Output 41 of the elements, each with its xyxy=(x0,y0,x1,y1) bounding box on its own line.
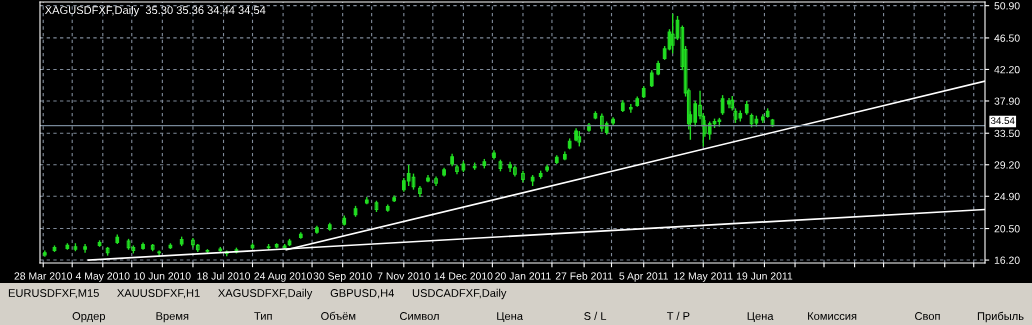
text: Символ xyxy=(400,312,439,320)
text: USDCADFXF,Daily xyxy=(412,288,507,300)
y-tick-label: 37.90 xyxy=(994,97,1020,105)
text: T / P xyxy=(666,311,690,320)
text: Прибыль xyxy=(977,311,1024,323)
ref-line-label: 34.54 xyxy=(990,117,1015,125)
x-tick-label: 10 Jun 2010 xyxy=(134,272,191,280)
x-tick-label: 20 Jan 2011 xyxy=(495,272,551,280)
text: Комиссия xyxy=(808,312,857,320)
text: Ордер xyxy=(72,312,106,323)
x-tick-label: 28 Mar 2010 xyxy=(14,272,73,280)
x-tick-label: 5 Apr 2011 xyxy=(619,272,669,282)
x-tick-label: 14 Dec 2010 xyxy=(434,272,493,280)
text: Цена xyxy=(747,312,774,323)
y-tick-label: 33.50 xyxy=(994,129,1020,138)
y-tick-label: 42.20 xyxy=(994,65,1020,74)
y-tick-label: 46.50 xyxy=(994,34,1020,42)
text: S / L xyxy=(584,311,607,320)
y-tick-label: 20.50 xyxy=(994,225,1020,233)
text: Цена xyxy=(497,312,523,323)
text: XAUUSDFXF,H1 xyxy=(117,289,200,299)
y-tick-label: 24.90 xyxy=(994,192,1020,201)
text: Своп xyxy=(915,312,940,320)
text: Время xyxy=(156,312,189,323)
x-tick-label: 30 Sep 2010 xyxy=(313,272,372,282)
text: Тип xyxy=(254,312,272,320)
x-tick-label: 27 Feb 2011 xyxy=(555,272,613,280)
y-tick-label: 50.90 xyxy=(994,2,1020,10)
text: XAGUSDFXF,Daily xyxy=(218,288,313,300)
x-tick-label: 18 Jul 2010 xyxy=(197,272,251,280)
y-tick-label: 29.20 xyxy=(994,161,1020,169)
x-tick-label: 19 Jun 2011 xyxy=(736,272,793,280)
text: EURUSDFXF,M15 xyxy=(8,289,99,299)
x-tick-label: 12 May 2011 xyxy=(674,272,733,282)
chart-title: XAGUSDFXF,Daily 35.30 35.36 34.44 34.54 xyxy=(44,5,266,17)
y-tick-label: 16.20 xyxy=(994,256,1020,264)
x-tick-label: 4 May 2010 xyxy=(75,272,130,282)
x-tick-label: 7 Nov 2010 xyxy=(377,272,431,280)
x-tick-label: 24 Aug 2010 xyxy=(254,272,312,282)
text: GBPUSD,H4 xyxy=(330,289,395,299)
text: Объём xyxy=(321,311,356,320)
